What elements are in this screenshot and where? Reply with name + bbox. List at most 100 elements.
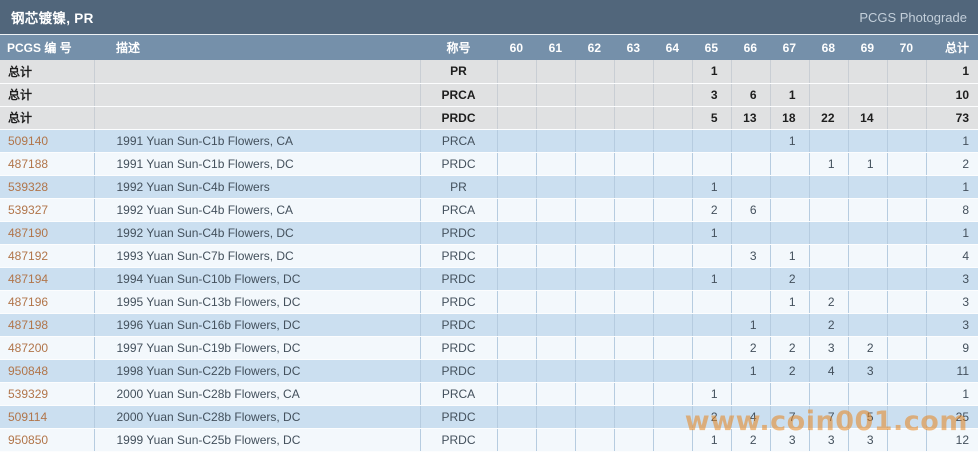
designation-cell: PRDC	[419, 290, 497, 314]
grade-cell	[769, 60, 809, 84]
grade-cell: 1	[691, 175, 731, 199]
pcgs-id-link[interactable]: 509140	[8, 133, 49, 148]
grade-cell	[574, 336, 614, 360]
grade-cell	[613, 405, 653, 429]
grade-cell	[808, 221, 848, 245]
table-row: 487196 1995 Yuan Sun-C13b Flowers, DC PRDC…	[0, 290, 978, 314]
grade-cell	[652, 60, 692, 84]
description-cell: 1991 Yuan Sun-C1b Flowers, CA	[93, 129, 420, 153]
designation-cell: PRCA	[419, 129, 497, 153]
grade-cell	[652, 313, 692, 337]
pcgs-id-link[interactable]: 487198	[8, 317, 49, 332]
grade-cell	[613, 83, 653, 107]
grade-cell	[886, 405, 926, 429]
grade-cell	[574, 83, 614, 107]
pcgs-id-cell: 487188	[0, 152, 94, 176]
grade-cell	[691, 313, 731, 337]
grade-cell	[730, 152, 770, 176]
col-grade-63: 63	[614, 35, 653, 60]
total-cell: 2	[925, 152, 978, 176]
col-grade-65: 65	[692, 35, 731, 60]
table-row: 487192 1993 Yuan Sun-C7b Flowers, DC PRDC 3…	[0, 244, 978, 268]
grade-cell: 3	[769, 428, 809, 452]
grade-cell: 3	[808, 428, 848, 452]
grade-cell	[886, 129, 926, 153]
description-cell: 1997 Yuan Sun-C19b Flowers, DC	[93, 336, 420, 360]
grade-cell	[808, 382, 848, 406]
grade-cell	[730, 290, 770, 314]
grade-cell	[613, 175, 653, 199]
designation-cell: PRDC	[419, 405, 497, 429]
grade-cell	[808, 175, 848, 199]
grade-cell	[535, 382, 575, 406]
grade-cell	[535, 221, 575, 245]
grade-cell	[574, 198, 614, 222]
col-grade-61: 61	[536, 35, 575, 60]
designation-cell: PRDC	[419, 313, 497, 337]
grade-cell	[691, 336, 731, 360]
pcgs-id-cell: 487192	[0, 244, 94, 268]
table-row: 509140 1991 Yuan Sun-C1b Flowers, CA PRCA 1…	[0, 129, 978, 153]
grade-cell	[886, 198, 926, 222]
grade-cell	[574, 405, 614, 429]
pcgs-id-link[interactable]: 487196	[8, 294, 49, 309]
grade-cell	[535, 244, 575, 268]
description-cell: 2000 Yuan Sun-C28b Flowers, DC	[93, 405, 420, 429]
total-cell: 12	[925, 428, 978, 452]
pcgs-id-link[interactable]: 539328	[8, 179, 49, 194]
pcgs-id-link[interactable]: 487188	[8, 156, 49, 171]
total-cell: 3	[925, 267, 978, 291]
grade-cell	[886, 221, 926, 245]
pcgs-id-link[interactable]: 539329	[8, 386, 49, 401]
grade-cell	[730, 175, 770, 199]
grade-cell	[535, 267, 575, 291]
pcgs-id-link[interactable]: 487194	[8, 271, 49, 286]
pcgs-id-cell: 950850	[0, 428, 94, 452]
grade-cell: 1	[769, 83, 809, 107]
page-title: 钢芯镀镍, PR	[11, 11, 94, 26]
total-cell: 1	[925, 129, 978, 153]
grade-cell	[613, 152, 653, 176]
grade-cell	[847, 175, 887, 199]
total-cell: 11	[925, 359, 978, 383]
grade-cell: 14	[847, 106, 887, 130]
grade-cell	[808, 60, 848, 84]
grade-cell	[652, 359, 692, 383]
grade-cell	[691, 152, 731, 176]
grade-cell	[535, 290, 575, 314]
pcgs-id-link[interactable]: 509114	[8, 409, 48, 424]
grade-cell	[535, 313, 575, 337]
grade-cell	[730, 267, 770, 291]
summary-body: 总计 PR 1 1 总计 PRCA 3 6 1 10 总计 PRDC 5 13 18 22 14 73	[0, 60, 978, 130]
pcgs-id-cell: 509140	[0, 129, 94, 153]
grade-cell	[574, 428, 614, 452]
pcgs-id-link[interactable]: 487190	[8, 225, 49, 240]
table-row: 487200 1997 Yuan Sun-C19b Flowers, DC PRDC…	[0, 336, 978, 360]
pcgs-id-link[interactable]: 487200	[8, 340, 49, 355]
pcgs-id-link[interactable]: 539327	[8, 202, 49, 217]
pcgs-id-cell: 487194	[0, 267, 94, 291]
grade-cell	[613, 129, 653, 153]
pcgs-id-link[interactable]: 487192	[8, 248, 49, 263]
grade-cell	[574, 313, 614, 337]
grade-cell: 1	[691, 267, 731, 291]
pcgs-id-link[interactable]: 950848	[8, 363, 49, 378]
grade-cell	[652, 405, 692, 429]
grade-cell	[847, 60, 887, 84]
grade-cell	[652, 244, 692, 268]
table-row: 950848 1998 Yuan Sun-C22b Flowers, DC PRDC…	[0, 359, 978, 383]
description-cell: 1999 Yuan Sun-C25b Flowers, DC	[93, 428, 420, 452]
grade-cell	[769, 313, 809, 337]
grade-cell	[808, 198, 848, 222]
grade-cell: 3	[847, 359, 887, 383]
grades-table: PCGS 编 号 描述 称号 60 61 62 63 64 65 66 67 68 69 70 总计 …	[0, 35, 978, 452]
grade-cell	[730, 221, 770, 245]
pcgs-id-link[interactable]: 950850	[8, 432, 49, 447]
total-cell: 1	[925, 175, 978, 199]
grade-cell	[847, 313, 887, 337]
grade-cell	[652, 267, 692, 291]
grade-cell	[574, 152, 614, 176]
grade-cell	[847, 290, 887, 314]
grade-cell	[613, 60, 653, 84]
grade-cell	[496, 129, 536, 153]
